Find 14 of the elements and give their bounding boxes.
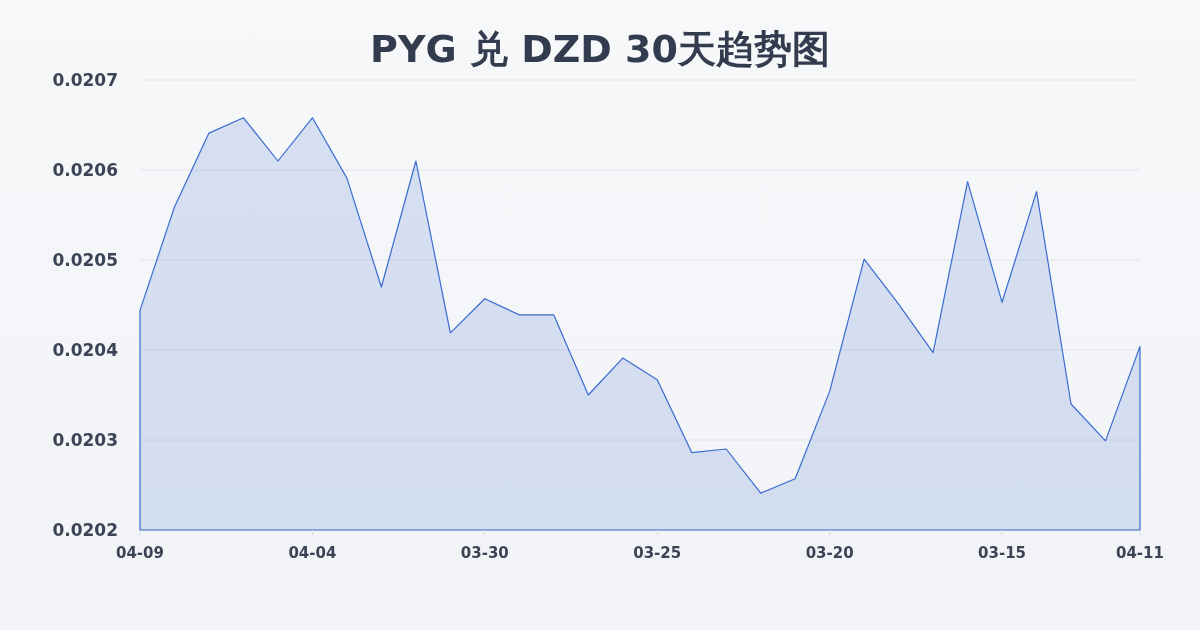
y-tick-label: 0.0202 — [52, 520, 118, 540]
x-tick-label: 03-20 — [805, 544, 854, 562]
x-tick-label: 03-15 — [978, 544, 1027, 562]
chart-title: PYG 兑 DZD 30天趋势图 — [370, 27, 830, 71]
y-tick-label: 0.0206 — [52, 160, 118, 180]
y-tick-label: 0.0205 — [52, 250, 118, 270]
y-tick-label: 0.0203 — [52, 430, 118, 450]
x-tick-label: 04-09 — [116, 544, 164, 562]
x-tick-label: 04-04 — [288, 544, 337, 562]
x-tick-label: 03-30 — [460, 544, 509, 562]
y-tick-label: 0.0204 — [52, 340, 119, 360]
x-tick-label: 04-11 — [1116, 544, 1164, 562]
y-tick-label: 0.0207 — [52, 70, 118, 90]
x-tick-label: 03-25 — [633, 544, 682, 562]
